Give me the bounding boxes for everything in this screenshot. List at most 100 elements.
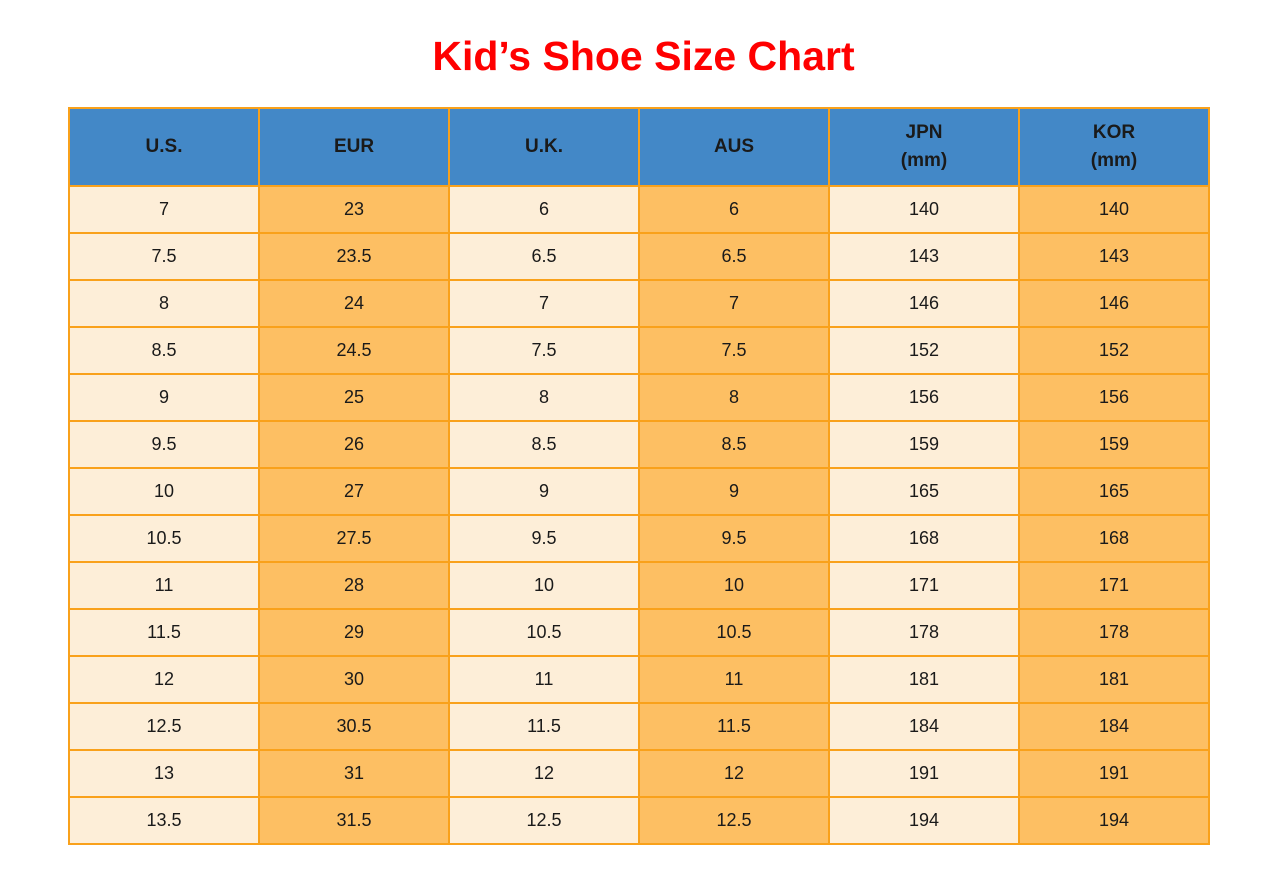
table-cell-aus: 6 xyxy=(638,185,830,234)
table-row: 10.5 27.5 9.5 9.5 168 168 xyxy=(68,514,1210,563)
table-row: 12 30 11 11 181 181 xyxy=(68,655,1210,704)
table-row: 7 23 6 6 140 140 xyxy=(68,185,1210,234)
table-cell-uk: 9 xyxy=(448,467,640,516)
table-cell-jpn: 171 xyxy=(828,561,1020,610)
table-cell-eur: 24.5 xyxy=(258,326,450,375)
table-cell-kor: 191 xyxy=(1018,749,1210,798)
table-cell-us: 7 xyxy=(68,185,260,234)
table-cell-uk: 12.5 xyxy=(448,796,640,845)
table-row: 10 27 9 9 165 165 xyxy=(68,467,1210,516)
table-cell-kor: 156 xyxy=(1018,373,1210,422)
table-cell-us: 8.5 xyxy=(68,326,260,375)
table-cell-eur: 27.5 xyxy=(258,514,450,563)
table-cell-us: 10.5 xyxy=(68,514,260,563)
table-cell-kor: 165 xyxy=(1018,467,1210,516)
table-cell-aus: 12 xyxy=(638,749,830,798)
table-cell-us: 9.5 xyxy=(68,420,260,469)
column-header-uk: U.K. xyxy=(448,107,640,187)
table-cell-aus: 11.5 xyxy=(638,702,830,751)
table-cell-eur: 30 xyxy=(258,655,450,704)
table-cell-kor: 178 xyxy=(1018,608,1210,657)
table-cell-eur: 31.5 xyxy=(258,796,450,845)
table-cell-kor: 143 xyxy=(1018,232,1210,281)
table-cell-uk: 10 xyxy=(448,561,640,610)
size-table-header-row: U.S. EUR U.K. AUS xyxy=(68,107,1210,187)
table-row: 13.5 31.5 12.5 12.5 194 194 xyxy=(68,796,1210,845)
column-header-label: U.S. xyxy=(145,136,183,158)
table-cell-aus: 9 xyxy=(638,467,830,516)
table-cell-kor: 140 xyxy=(1018,185,1210,234)
table-cell-aus: 7 xyxy=(638,279,830,328)
table-cell-uk: 7 xyxy=(448,279,640,328)
size-table-body: 7 23 6 6 140 140 7.5 23.5 6.5 6.5 143 14… xyxy=(68,185,1210,845)
table-row: 9 25 8 8 156 156 xyxy=(68,373,1210,422)
table-cell-kor: 171 xyxy=(1018,561,1210,610)
table-cell-kor: 152 xyxy=(1018,326,1210,375)
column-header-jpn: JPN (mm) xyxy=(828,107,1020,187)
size-table-head: U.S. EUR U.K. AUS xyxy=(68,107,1210,187)
page-title: Kid’s Shoe Size Chart xyxy=(432,33,855,79)
table-cell-uk: 11 xyxy=(448,655,640,704)
table-cell-aus: 9.5 xyxy=(638,514,830,563)
table-cell-jpn: 146 xyxy=(828,279,1020,328)
table-row: 11 28 10 10 171 171 xyxy=(68,561,1210,610)
table-cell-us: 13 xyxy=(68,749,260,798)
table-cell-jpn: 159 xyxy=(828,420,1020,469)
table-cell-jpn: 152 xyxy=(828,326,1020,375)
table-cell-aus: 8.5 xyxy=(638,420,830,469)
table-row: 11.5 29 10.5 10.5 178 178 xyxy=(68,608,1210,657)
size-table-container: U.S. EUR U.K. AUS xyxy=(68,107,1210,845)
table-row: 9.5 26 8.5 8.5 159 159 xyxy=(68,420,1210,469)
column-header-label: KOR xyxy=(1092,122,1136,144)
table-cell-jpn: 178 xyxy=(828,608,1020,657)
table-cell-aus: 6.5 xyxy=(638,232,830,281)
table-cell-eur: 24 xyxy=(258,279,450,328)
table-cell-kor: 184 xyxy=(1018,702,1210,751)
column-header-aus: AUS xyxy=(638,107,830,187)
table-cell-us: 12.5 xyxy=(68,702,260,751)
table-cell-uk: 6.5 xyxy=(448,232,640,281)
table-cell-aus: 11 xyxy=(638,655,830,704)
table-cell-uk: 9.5 xyxy=(448,514,640,563)
table-cell-kor: 181 xyxy=(1018,655,1210,704)
table-cell-us: 11 xyxy=(68,561,260,610)
table-cell-eur: 25 xyxy=(258,373,450,422)
column-header-sublabel: (mm) xyxy=(900,150,948,171)
table-cell-kor: 159 xyxy=(1018,420,1210,469)
table-cell-aus: 10.5 xyxy=(638,608,830,657)
table-cell-us: 12 xyxy=(68,655,260,704)
table-cell-us: 7.5 xyxy=(68,232,260,281)
table-cell-uk: 10.5 xyxy=(448,608,640,657)
table-cell-jpn: 143 xyxy=(828,232,1020,281)
table-cell-aus: 10 xyxy=(638,561,830,610)
table-cell-jpn: 168 xyxy=(828,514,1020,563)
table-cell-us: 9 xyxy=(68,373,260,422)
table-cell-jpn: 140 xyxy=(828,185,1020,234)
table-cell-eur: 29 xyxy=(258,608,450,657)
table-cell-jpn: 181 xyxy=(828,655,1020,704)
table-cell-kor: 194 xyxy=(1018,796,1210,845)
table-cell-eur: 30.5 xyxy=(258,702,450,751)
table-row: 12.5 30.5 11.5 11.5 184 184 xyxy=(68,702,1210,751)
table-cell-eur: 28 xyxy=(258,561,450,610)
column-header-sublabel: (mm) xyxy=(1090,150,1138,171)
table-cell-eur: 23 xyxy=(258,185,450,234)
table-cell-jpn: 184 xyxy=(828,702,1020,751)
table-cell-us: 10 xyxy=(68,467,260,516)
table-cell-uk: 8.5 xyxy=(448,420,640,469)
table-cell-uk: 12 xyxy=(448,749,640,798)
table-cell-uk: 11.5 xyxy=(448,702,640,751)
table-cell-eur: 26 xyxy=(258,420,450,469)
size-table: U.S. EUR U.K. AUS xyxy=(68,107,1210,845)
column-header-label: AUS xyxy=(713,136,755,158)
table-cell-aus: 7.5 xyxy=(638,326,830,375)
table-cell-jpn: 165 xyxy=(828,467,1020,516)
column-header-us: U.S. xyxy=(68,107,260,187)
table-cell-aus: 12.5 xyxy=(638,796,830,845)
table-cell-uk: 7.5 xyxy=(448,326,640,375)
table-cell-us: 11.5 xyxy=(68,608,260,657)
table-cell-us: 8 xyxy=(68,279,260,328)
column-header-kor: KOR (mm) xyxy=(1018,107,1210,187)
table-row: 13 31 12 12 191 191 xyxy=(68,749,1210,798)
